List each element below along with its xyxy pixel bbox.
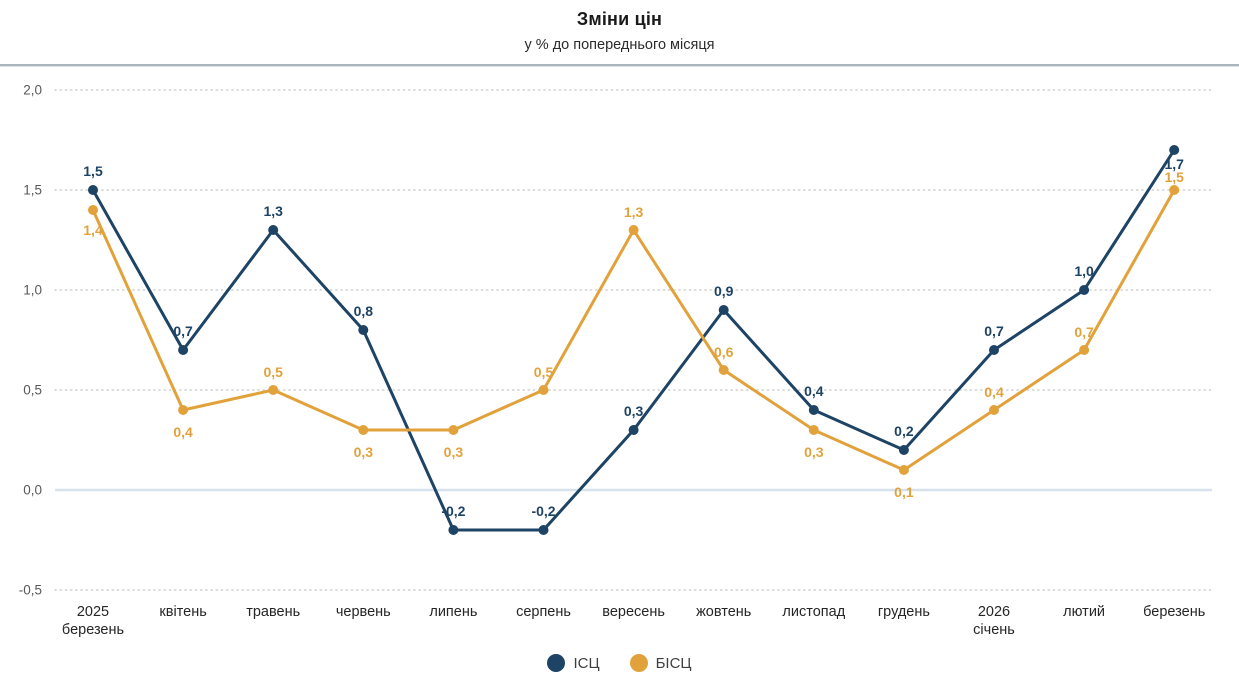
x-tick-label: березень bbox=[1143, 604, 1205, 620]
series-1-data-label: 0,4 bbox=[984, 384, 1004, 400]
chart-legend: ІСЦ БІСЦ bbox=[0, 654, 1239, 672]
series-1-data-label: 1,4 bbox=[83, 222, 103, 238]
series-1-data-label: 0,5 bbox=[534, 364, 554, 380]
x-tick-label: червень bbox=[336, 604, 391, 620]
series-0-point bbox=[358, 325, 369, 335]
series-0-data-label: 1,7 bbox=[1164, 156, 1184, 172]
series-1-point bbox=[718, 365, 729, 375]
series-1-point bbox=[178, 405, 189, 415]
y-tick-label: 0,5 bbox=[23, 383, 42, 398]
x-tick-label: квітень bbox=[159, 604, 206, 620]
series-0-point bbox=[178, 345, 189, 355]
series-0-point bbox=[1169, 145, 1180, 155]
series-0-point bbox=[628, 425, 639, 435]
legend-item-0: ІСЦ bbox=[547, 654, 600, 672]
series-1-point bbox=[628, 225, 639, 235]
series-1-data-label: 1,3 bbox=[624, 204, 644, 220]
series-1-point bbox=[808, 425, 819, 435]
y-tick-label: 1,0 bbox=[23, 283, 42, 298]
series-0-data-label: 0,7 bbox=[173, 323, 193, 339]
series-0-data-label: -0,2 bbox=[531, 503, 555, 519]
series-0-point bbox=[718, 305, 729, 315]
series-0-point bbox=[898, 445, 909, 455]
series-0-data-label: 0,7 bbox=[984, 323, 1004, 339]
series-0-data-label: 0,8 bbox=[354, 303, 374, 319]
x-tick-label: 2026 січень bbox=[973, 604, 1015, 638]
series-1-point bbox=[268, 385, 279, 395]
series-0-point bbox=[989, 345, 999, 355]
series-1-data-label: 0,3 bbox=[444, 444, 464, 460]
y-tick-label: 2,0 bbox=[23, 83, 42, 98]
series-0-point bbox=[88, 185, 98, 195]
series-0-data-label: 0,3 bbox=[624, 403, 644, 419]
legend-dot-icon bbox=[629, 654, 648, 672]
series-1-point bbox=[448, 425, 459, 435]
x-tick-label: вересень bbox=[602, 604, 665, 620]
x-tick-label: 2025 березень bbox=[62, 604, 124, 638]
y-tick-label: 1,5 bbox=[23, 183, 42, 198]
series-1-point bbox=[1169, 185, 1180, 195]
series-1-point bbox=[358, 425, 369, 435]
legend-item-1: БІСЦ bbox=[629, 654, 692, 672]
series-0-data-label: -0,2 bbox=[441, 503, 465, 519]
series-0-point bbox=[268, 225, 279, 235]
y-tick-label: 0,0 bbox=[23, 483, 42, 498]
series-1-data-label: 0,3 bbox=[354, 444, 374, 460]
x-tick-label: травень bbox=[246, 604, 300, 620]
series-1-data-label: 1,5 bbox=[1164, 169, 1184, 185]
x-tick-label: липень bbox=[429, 604, 477, 620]
series-1-point bbox=[88, 205, 98, 215]
series-0-point bbox=[448, 525, 459, 535]
series-1-data-label: 0,4 bbox=[173, 424, 193, 440]
x-tick-label: серпень bbox=[516, 604, 571, 620]
series-0-data-label: 0,4 bbox=[804, 383, 824, 399]
series-1-point bbox=[1079, 345, 1090, 355]
x-tick-label: лютий bbox=[1063, 604, 1105, 620]
series-1-data-label: 0,7 bbox=[1074, 324, 1094, 340]
series-0-data-label: 1,3 bbox=[263, 203, 283, 219]
x-tick-label: листопад bbox=[782, 604, 845, 620]
series-0-point bbox=[808, 405, 819, 415]
chart-subtitle: у % до попереднього місяця bbox=[524, 37, 715, 53]
title-separator-line bbox=[0, 64, 1239, 67]
series-1-data-label: 0,5 bbox=[263, 364, 283, 380]
chart-title: Зміни цін bbox=[576, 9, 663, 29]
x-tick-label: жовтень bbox=[696, 604, 751, 620]
series-1-point bbox=[898, 465, 909, 475]
series-1-point bbox=[538, 385, 549, 395]
series-1-data-label: 0,1 bbox=[894, 484, 914, 500]
legend-label: БІСЦ bbox=[655, 654, 692, 672]
series-1-data-label: 0,6 bbox=[714, 344, 734, 360]
x-tick-label: грудень bbox=[878, 604, 930, 620]
series-1-data-label: 0,3 bbox=[804, 444, 824, 460]
y-tick-label: -0,5 bbox=[19, 583, 42, 598]
series-0-point bbox=[1079, 285, 1090, 295]
series-0-data-label: 1,0 bbox=[1074, 263, 1094, 279]
series-1-point bbox=[989, 405, 999, 415]
series-0-point bbox=[538, 525, 549, 535]
legend-dot-icon bbox=[547, 654, 566, 672]
series-0-data-label: 0,9 bbox=[714, 283, 734, 299]
series-0-data-label: 1,5 bbox=[83, 163, 103, 179]
series-0-data-label: 0,2 bbox=[894, 423, 914, 439]
legend-label: ІСЦ bbox=[573, 654, 600, 672]
